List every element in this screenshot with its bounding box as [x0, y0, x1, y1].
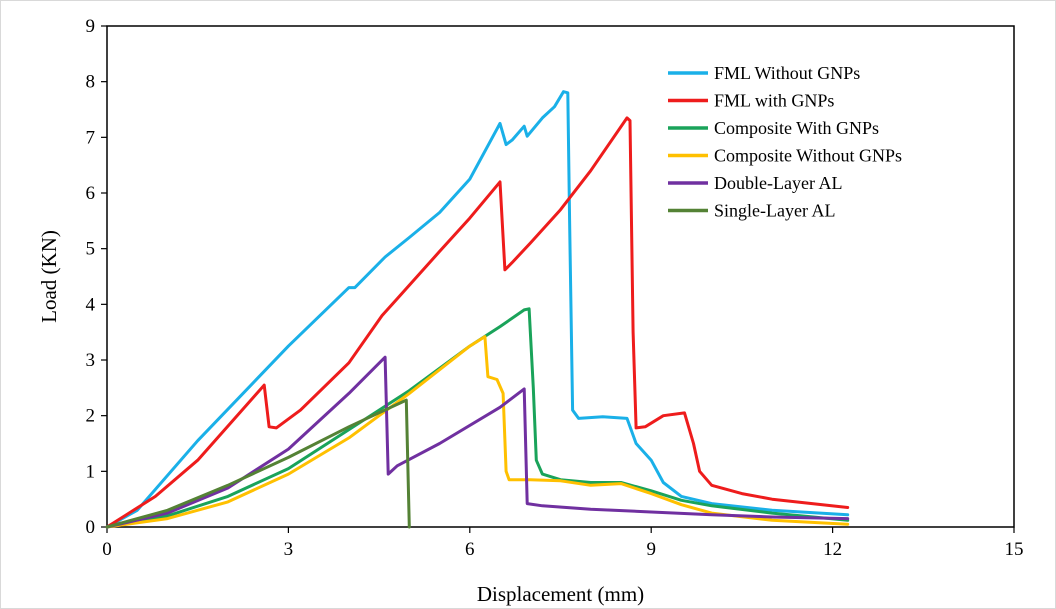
- legend: FML Without GNPs FML with GNPs Composite W…: [668, 63, 902, 221]
- y-tick-label: 0: [86, 517, 96, 538]
- series-layer: [105, 90, 850, 529]
- x-tick-label: 0: [102, 539, 112, 560]
- legend-label: Single-Layer AL: [714, 201, 835, 221]
- y-tick-label: 8: [86, 72, 96, 93]
- legend-label: Double-Layer AL: [714, 173, 842, 193]
- x-tick-label: 12: [823, 539, 842, 560]
- y-tick-label: 6: [86, 183, 96, 204]
- y-tick-label: 7: [86, 127, 96, 148]
- y-tick-label: 9: [86, 16, 96, 37]
- plot-area: [106, 25, 1015, 528]
- series-line-3: [105, 307, 850, 529]
- legend-label: Composite Without GNPs: [714, 146, 902, 166]
- x-axis-label: Displacement (mm): [477, 582, 644, 606]
- y-tick-label: 1: [86, 461, 96, 482]
- series-line-5: [105, 355, 850, 529]
- legend-label: FML with GNPs: [714, 91, 834, 111]
- x-tick-label: 15: [1005, 539, 1024, 560]
- y-axis-label: Load (KN): [37, 230, 61, 323]
- y-tick-label: 3: [86, 350, 96, 371]
- x-tick-label: 9: [646, 539, 656, 560]
- legend-label: FML Without GNPs: [714, 63, 860, 83]
- y-tick-label: 4: [86, 294, 96, 315]
- y-tick-label: 5: [86, 239, 96, 260]
- series-line-2: [105, 116, 850, 529]
- series-line-4: [105, 335, 850, 529]
- x-tick-label: 6: [465, 539, 475, 560]
- x-tick-label: 3: [284, 539, 294, 560]
- series-line-6: [105, 398, 411, 529]
- series-line-1: [105, 90, 850, 529]
- y-tick-label: 2: [86, 406, 96, 427]
- legend-label: Composite With GNPs: [714, 118, 879, 138]
